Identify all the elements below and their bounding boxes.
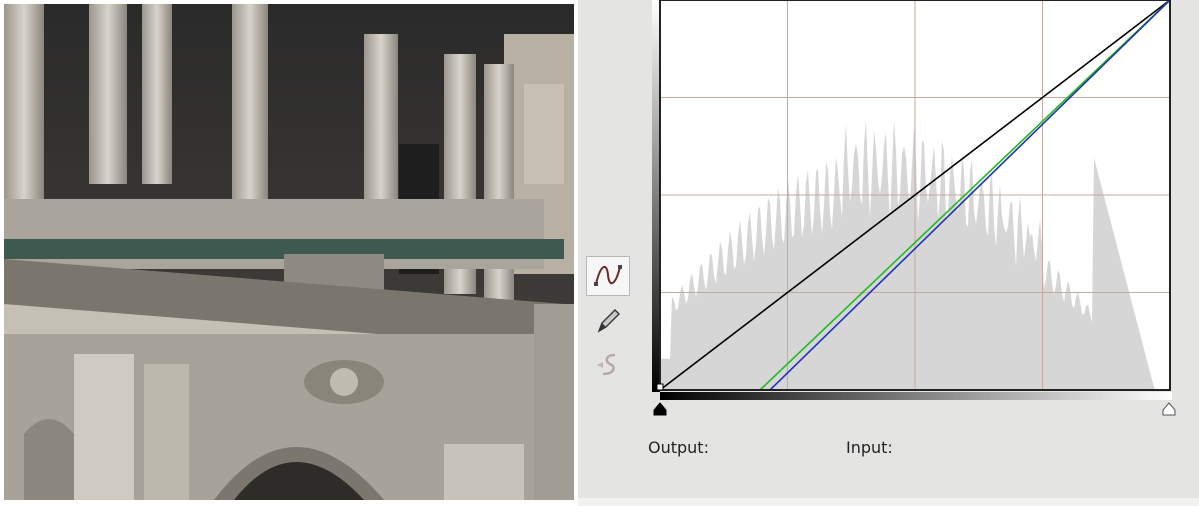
pencil-tool-icon <box>597 309 620 333</box>
curve-tools <box>586 256 634 388</box>
graph-border <box>659 0 1171 391</box>
output-gradient-bar <box>652 0 660 392</box>
curve-tool-icon <box>594 265 622 286</box>
pencil-tool-button[interactable] <box>586 300 630 340</box>
curves-panel: Output: Input: <box>578 0 1199 506</box>
input-label: Input: <box>846 438 893 457</box>
white-point-slider[interactable] <box>1162 402 1176 416</box>
curve-composite <box>659 0 1171 391</box>
preview-photo <box>4 4 574 500</box>
curves-graph[interactable] <box>652 0 1174 405</box>
output-label: Output: <box>648 438 709 457</box>
black-point-slider[interactable] <box>653 402 667 416</box>
panel-footer <box>578 498 1199 506</box>
input-gradient-bar <box>660 392 1172 400</box>
smooth-tool-icon <box>597 353 616 376</box>
curve-tool-button[interactable] <box>586 256 630 296</box>
curves-graph-canvas[interactable] <box>652 0 1174 400</box>
curve-control-point <box>656 383 664 391</box>
smooth-tool-button[interactable] <box>586 344 630 384</box>
